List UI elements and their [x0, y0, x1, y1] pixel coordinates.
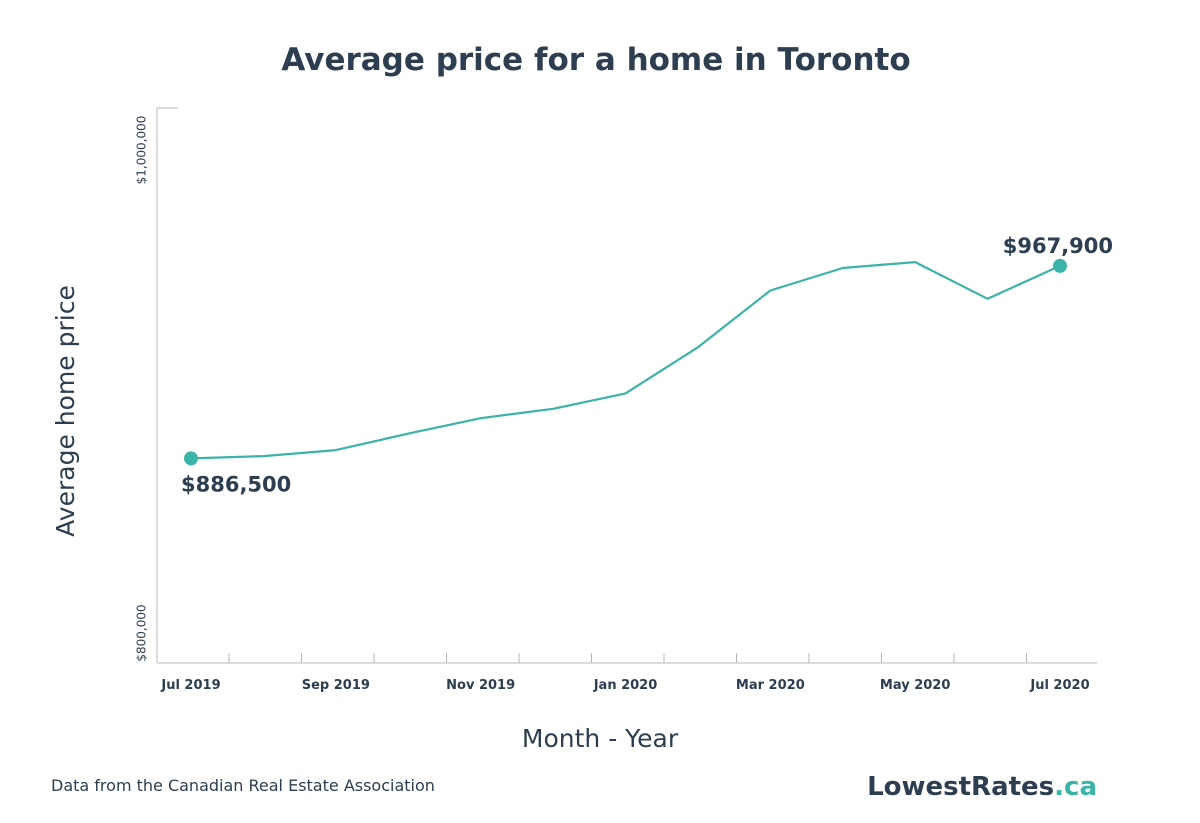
- source-note: Data from the Canadian Real Estate Assoc…: [51, 776, 435, 795]
- x-tick-label: Jul 2019: [160, 678, 220, 693]
- logo-main: LowestRates: [867, 772, 1054, 802]
- y-tick-label: $800,000: [135, 604, 149, 661]
- x-axis-title: Month - Year: [522, 724, 679, 753]
- logo-suffix: .ca: [1054, 772, 1097, 802]
- series-line: [189, 261, 1062, 460]
- lowestrates-logo[interactable]: LowestRates.ca: [867, 772, 1097, 802]
- y-axis-title: Average home price: [51, 285, 80, 537]
- chart-title: Average price for a home in Toronto: [281, 42, 910, 78]
- data-point-marker: [184, 451, 198, 466]
- data-value-label: $886,500: [181, 472, 291, 496]
- x-tick-label: Jan 2020: [593, 678, 658, 693]
- x-tick-label: Sep 2019: [302, 678, 370, 693]
- y-tick-label: $1,000,000: [135, 116, 149, 185]
- x-tick-label: May 2020: [880, 678, 951, 693]
- x-tick-label: Mar 2020: [736, 678, 805, 693]
- x-ticks: Jul 2019 Sep 2019 Nov 2019 Jan 2020 Mar 2020…: [160, 653, 1090, 693]
- y-ticks: $1,000,000 $800,000: [135, 116, 149, 662]
- x-tick-label: Nov 2019: [446, 678, 515, 693]
- data-value-label: $967,900: [1003, 234, 1113, 258]
- x-tick-label: Jul 2020: [1029, 678, 1089, 693]
- data-point-marker: [1053, 258, 1067, 273]
- annotations: $886,500 $967,900: [181, 234, 1113, 497]
